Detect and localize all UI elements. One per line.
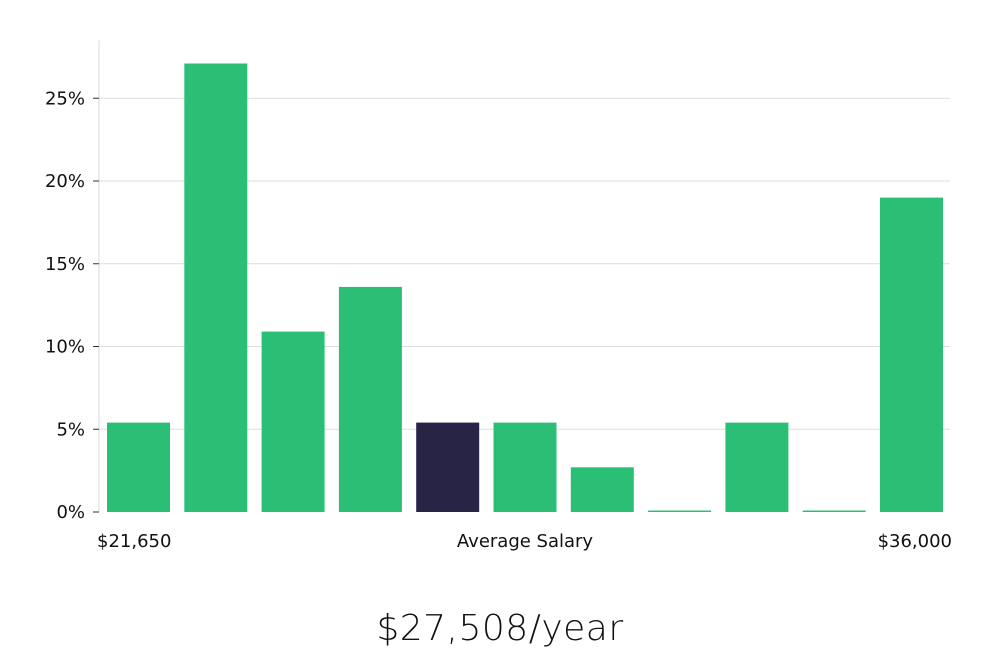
bar — [648, 510, 712, 512]
y-tick-label: 5% — [56, 419, 85, 440]
bar — [880, 197, 943, 512]
y-tick-label: 20% — [45, 171, 85, 192]
salary-histogram: 0%5%10%15%20%25% $21,650 Average Salary … — [45, 40, 952, 552]
x-max-label: $36,000 — [878, 531, 952, 552]
bar — [570, 467, 634, 512]
y-axis-ticks: 0% 5% 10% 15% 20% 25% — [45, 88, 99, 523]
bar — [802, 510, 866, 512]
bar-highlighted — [416, 422, 480, 512]
y-tick-label: 25% — [45, 88, 85, 109]
average-salary-value: $27,508/year — [376, 608, 624, 649]
histogram-bars — [107, 63, 943, 512]
bar — [184, 63, 248, 512]
bar — [493, 422, 557, 512]
y-tick-label: 0% — [56, 502, 85, 523]
bar — [107, 422, 170, 512]
bar — [725, 422, 789, 512]
y-tick-label: 10% — [45, 337, 85, 358]
y-tick-label: 15% — [45, 254, 85, 275]
bar — [338, 286, 402, 512]
x-axis-title: Average Salary — [457, 531, 594, 552]
bar — [261, 331, 325, 512]
x-min-label: $21,650 — [97, 531, 171, 552]
